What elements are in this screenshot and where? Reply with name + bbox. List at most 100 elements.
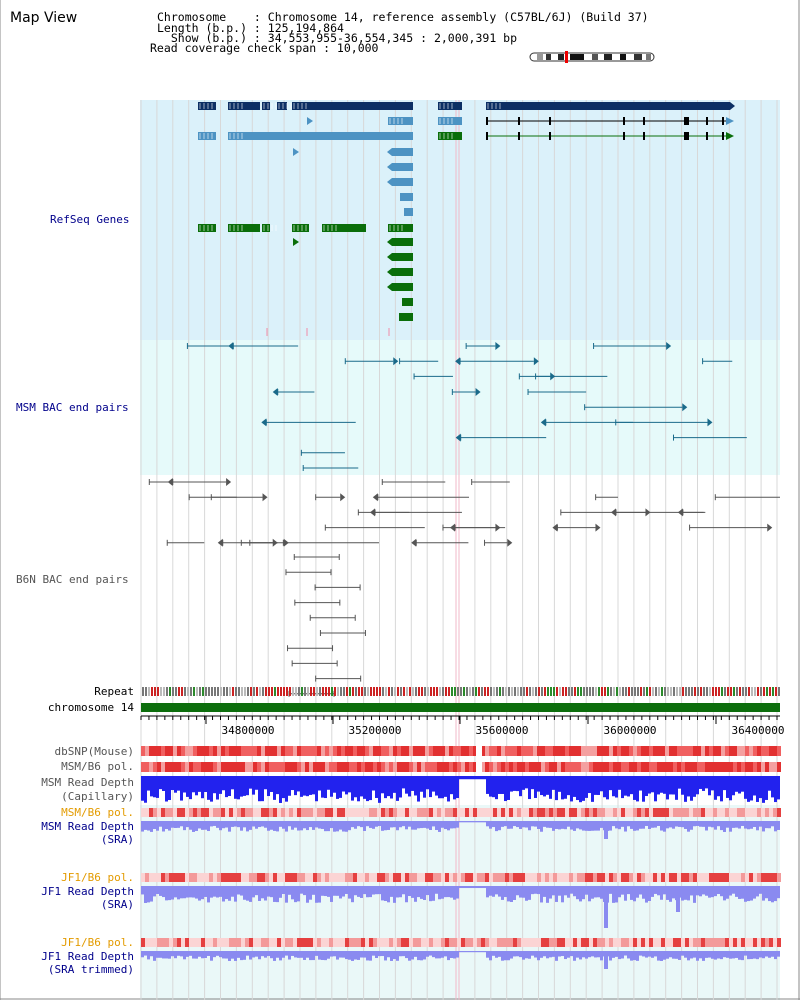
depth-bar [750, 886, 753, 901]
repeat-element [409, 687, 411, 696]
repeat-element [463, 687, 465, 696]
track-label-jf1-depth-trim-1[interactable]: JF1 Read Depth [41, 950, 134, 963]
depth-bar [234, 776, 237, 799]
heat-cell [417, 873, 421, 882]
heat-cell [193, 938, 197, 947]
repeat-element [601, 687, 603, 696]
depth-bar [405, 951, 408, 959]
depth-bar [717, 951, 720, 959]
depth-bar [570, 821, 573, 830]
heat-cell [761, 746, 765, 756]
heat-cell [681, 746, 685, 756]
depth-bar [237, 821, 240, 828]
heat-cell [525, 762, 529, 772]
depth-bar [771, 886, 774, 903]
depth-bar [177, 776, 180, 791]
depth-bar [696, 776, 699, 795]
depth-bar [750, 951, 753, 960]
depth-bar [573, 821, 576, 831]
depth-bar [177, 821, 180, 828]
heat-cell [637, 746, 641, 756]
heat-cell [689, 762, 693, 772]
depth-bar [573, 886, 576, 897]
heat-cell [525, 873, 529, 882]
heat-cell [561, 762, 565, 772]
depth-bar [714, 951, 717, 960]
heat-cell [473, 938, 477, 947]
track-label-msm-b6-pol-1[interactable]: MSM/B6 pol. [61, 760, 134, 773]
depth-bar [423, 951, 426, 960]
heat-cell [321, 938, 325, 947]
gene-block [392, 283, 413, 291]
depth-bar [624, 951, 627, 956]
heat-cell [725, 873, 729, 882]
heat-cell [753, 938, 757, 947]
heat-cell [505, 938, 509, 947]
depth-bar [381, 776, 384, 794]
track-label-msm-depth-cap-1[interactable]: MSM Read Depth [41, 776, 134, 789]
heat-cell [573, 808, 577, 817]
repeat-element [634, 687, 636, 696]
heat-cell [493, 762, 497, 772]
track-label-jf1-b6-pol-1[interactable]: JF1/B6 pol. [61, 871, 134, 884]
depth-bar [726, 776, 729, 798]
heat-cell [321, 808, 325, 817]
heat-cell [493, 808, 497, 817]
heat-cell [405, 746, 409, 756]
gene-block [399, 313, 413, 321]
track-label-jf1-b6-pol-2[interactable]: JF1/B6 pol. [61, 936, 134, 949]
depth-bar [669, 951, 672, 958]
gene-block [392, 148, 413, 156]
depth-bar [678, 821, 681, 827]
depth-bar [249, 951, 252, 960]
depth-bar [249, 886, 252, 902]
heat-cell [521, 746, 525, 756]
heat-cell [569, 938, 573, 947]
heat-cell [253, 873, 257, 882]
repeat-element [529, 687, 531, 696]
heat-cell [537, 938, 541, 947]
track-label-dbsnp[interactable]: dbSNP(Mouse) [54, 745, 134, 758]
heat-cell [217, 938, 221, 947]
track-label-b6n-bac[interactable]: B6N BAC end pairs [16, 573, 129, 586]
heat-cell [733, 808, 737, 817]
heat-cell [693, 762, 697, 772]
track-label-refseq[interactable]: RefSeq Genes [50, 213, 130, 226]
depth-bar [204, 776, 207, 792]
depth-bar [465, 886, 468, 889]
repeat-element [709, 687, 711, 696]
heat-cell [765, 762, 769, 772]
heat-cell [165, 873, 169, 882]
depth-bar [462, 821, 465, 823]
heat-cell [325, 746, 329, 756]
depth-bar [258, 951, 261, 960]
repeat-element [298, 687, 300, 696]
repeat-element [778, 687, 780, 696]
track-label-msm-b6-pol-2[interactable]: MSM/B6 pol. [61, 806, 134, 819]
heat-cell [373, 938, 377, 947]
heat-cell [397, 938, 401, 947]
depth-bar [564, 886, 567, 896]
track-label-jf1-depth-sra-1[interactable]: JF1 Read Depth [41, 885, 134, 898]
heat-cell [717, 762, 721, 772]
depth-bar [267, 821, 270, 831]
heat-cell [297, 746, 301, 756]
heat-cell [461, 808, 465, 817]
repeat-element [421, 687, 423, 696]
depth-bar [522, 821, 525, 828]
heat-cell [237, 808, 241, 817]
depth-bar [678, 776, 681, 789]
depth-bar [612, 886, 615, 903]
heat-cell [393, 808, 397, 817]
depth-bar [660, 951, 663, 961]
heat-cell [661, 938, 665, 947]
heat-cell [185, 746, 189, 756]
heat-cell [329, 746, 333, 756]
depth-bar [225, 886, 228, 900]
track-label-msm-depth-sra-1[interactable]: MSM Read Depth [41, 820, 134, 833]
depth-bar [768, 951, 771, 958]
track-label-msm-bac[interactable]: MSM BAC end pairs [16, 401, 129, 414]
heat-cell [165, 808, 169, 817]
depth-bar [174, 821, 177, 828]
